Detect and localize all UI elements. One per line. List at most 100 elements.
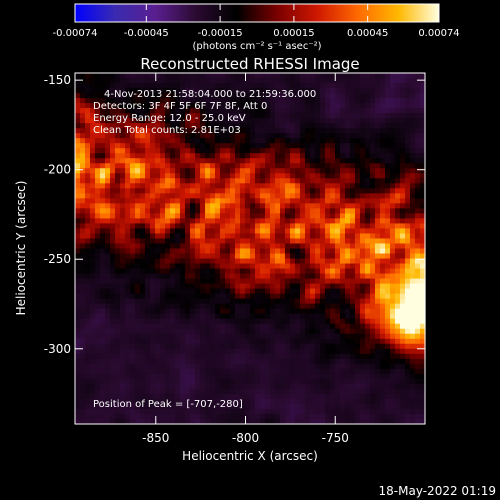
heatmap-cell	[295, 373, 301, 380]
heatmap-cell	[315, 268, 321, 275]
heatmap-cell	[305, 323, 311, 330]
heatmap-cell	[345, 363, 351, 370]
heatmap-cell	[385, 328, 391, 335]
heatmap-cell	[350, 303, 356, 310]
heatmap-cell	[135, 403, 141, 410]
heatmap-cell	[315, 78, 321, 84]
heatmap-cell	[190, 108, 196, 114]
heatmap-cell	[100, 158, 106, 164]
heatmap-cell	[315, 213, 321, 220]
heatmap-cell	[300, 368, 306, 375]
heatmap-cell	[195, 293, 201, 300]
heatmap-cell	[415, 263, 421, 270]
heatmap-cell	[345, 178, 351, 184]
heatmap-cell	[335, 133, 341, 139]
heatmap-cell	[400, 303, 406, 310]
heatmap-cell	[345, 218, 351, 225]
heatmap-cell	[150, 133, 156, 139]
heatmap-cell	[80, 398, 86, 405]
heatmap-cell	[250, 378, 256, 385]
heatmap-cell	[385, 83, 391, 89]
heatmap-cell	[265, 118, 271, 124]
heatmap-cell	[365, 223, 371, 230]
heatmap-cell	[290, 213, 296, 220]
heatmap-cell	[305, 313, 311, 320]
heatmap-cell	[130, 418, 136, 425]
heatmap-cell	[305, 113, 311, 119]
heatmap-cell	[130, 108, 136, 114]
heatmap-cell	[160, 123, 166, 129]
heatmap-cell	[185, 138, 191, 144]
heatmap-cell	[120, 318, 126, 325]
heatmap-cell	[290, 83, 296, 89]
heatmap-cell	[135, 398, 141, 405]
heatmap-cell	[160, 113, 166, 119]
heatmap-cell	[370, 268, 376, 275]
heatmap-cell	[110, 158, 116, 164]
heatmap-cell	[255, 343, 261, 350]
heatmap-cell	[230, 333, 236, 340]
heatmap-cell	[110, 253, 116, 260]
heatmap-cell	[320, 168, 326, 174]
heatmap-cell	[400, 268, 406, 275]
heatmap-cell	[170, 213, 176, 220]
heatmap-cell	[420, 343, 426, 350]
heatmap-cell	[325, 408, 331, 415]
heatmap-cell	[135, 283, 141, 290]
heatmap-cell	[385, 113, 391, 119]
heatmap-cell	[265, 143, 271, 149]
heatmap-cell	[240, 133, 246, 139]
heatmap-cell	[215, 83, 221, 89]
heatmap-cell	[355, 228, 361, 235]
heatmap-cell	[370, 243, 376, 250]
heatmap-cell	[195, 123, 201, 129]
heatmap-cell	[305, 168, 311, 174]
heatmap-cell	[80, 168, 86, 174]
heatmap-cell	[90, 398, 96, 405]
heatmap-cell	[190, 308, 196, 315]
heatmap-cell	[205, 163, 211, 169]
heatmap-cell	[370, 368, 376, 375]
heatmap-cell	[375, 113, 381, 119]
heatmap-cell	[300, 198, 306, 204]
heatmap-cell	[205, 333, 211, 340]
heatmap-cell	[115, 293, 121, 300]
heatmap-cell	[345, 353, 351, 360]
heatmap-cell	[100, 123, 106, 129]
heatmap-cell	[230, 363, 236, 370]
heatmap-cell	[150, 103, 156, 109]
heatmap-cell	[340, 353, 346, 360]
heatmap-cell	[150, 288, 156, 295]
heatmap-cell	[250, 103, 256, 109]
heatmap-cell	[160, 83, 166, 89]
heatmap-cell	[385, 178, 391, 184]
heatmap-cell	[380, 358, 386, 365]
heatmap-cell	[335, 258, 341, 265]
heatmap-cell	[335, 218, 341, 225]
heatmap-cell	[270, 88, 276, 94]
heatmap-cell	[90, 93, 96, 99]
heatmap-cell	[345, 358, 351, 365]
heatmap-cell	[290, 388, 296, 395]
heatmap-cell	[310, 193, 316, 199]
heatmap-cell	[120, 338, 126, 345]
heatmap-cell	[400, 98, 406, 104]
heatmap-cell	[180, 133, 186, 139]
heatmap-cell	[170, 348, 176, 355]
heatmap-cell	[150, 93, 156, 99]
heatmap-cell	[310, 288, 316, 295]
heatmap-cell	[165, 118, 171, 124]
heatmap-cell	[350, 243, 356, 250]
heatmap-cell	[270, 133, 276, 139]
heatmap-cell	[255, 158, 261, 164]
heatmap-cell	[95, 268, 101, 275]
heatmap-cell	[95, 128, 101, 134]
heatmap-cell	[330, 73, 336, 79]
heatmap-cell	[290, 273, 296, 280]
heatmap-cell	[125, 318, 131, 325]
heatmap-cell	[300, 143, 306, 149]
heatmap-cell	[285, 193, 291, 199]
heatmap-cell	[350, 308, 356, 315]
heatmap-cell	[180, 253, 186, 260]
heatmap-cell	[145, 203, 151, 209]
